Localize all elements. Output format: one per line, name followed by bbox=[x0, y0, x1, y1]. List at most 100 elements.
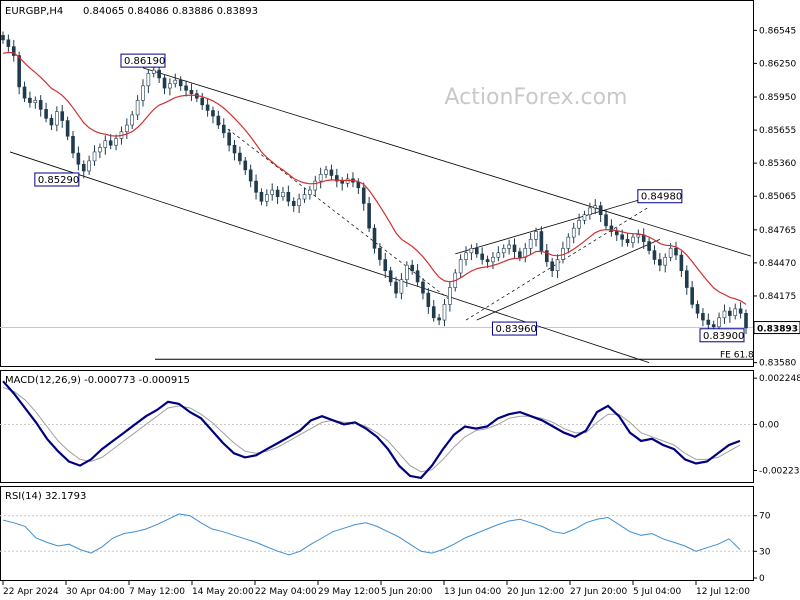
candle-body bbox=[706, 319, 711, 325]
candle-body bbox=[437, 317, 441, 321]
candle-body bbox=[173, 79, 178, 84]
candle-body bbox=[55, 111, 59, 126]
rsi-title: RSI(14) 32.1793 bbox=[5, 491, 86, 502]
candle-body bbox=[738, 308, 743, 314]
candle-body bbox=[259, 191, 264, 202]
candle-body bbox=[205, 104, 210, 111]
candle-body bbox=[415, 270, 420, 283]
candle-body bbox=[442, 304, 447, 321]
candle-body bbox=[168, 83, 172, 89]
last-price-box bbox=[753, 321, 800, 335]
price-y-tick-label: 0.86545 bbox=[759, 26, 796, 36]
candle-body bbox=[135, 100, 140, 116]
candle-body bbox=[221, 124, 226, 134]
candle-body bbox=[550, 261, 554, 272]
candle-body bbox=[598, 205, 603, 215]
watermark: ActionForex.com bbox=[445, 85, 628, 110]
price-y-tick-label: 0.83580 bbox=[759, 359, 796, 369]
candle-body bbox=[216, 115, 221, 126]
candle-body bbox=[275, 189, 280, 198]
annotation-box bbox=[491, 321, 537, 336]
rising-channel-lower bbox=[476, 238, 661, 321]
candle-body bbox=[652, 250, 657, 260]
candle-body bbox=[151, 69, 156, 74]
candle-body bbox=[695, 304, 700, 314]
candle-body bbox=[684, 270, 689, 288]
candle-body bbox=[609, 225, 614, 232]
candle-body bbox=[297, 198, 301, 207]
candle-body bbox=[544, 250, 549, 263]
candle-body bbox=[308, 189, 312, 195]
candle-body bbox=[555, 259, 560, 272]
candle-body bbox=[658, 259, 662, 266]
candle-body bbox=[125, 124, 129, 133]
rsi-panel bbox=[0, 486, 754, 581]
candle-body bbox=[421, 281, 425, 294]
candle-body bbox=[539, 231, 544, 251]
candle-body bbox=[399, 279, 404, 294]
annotation-label: 0.83900 bbox=[703, 331, 744, 342]
candle-body bbox=[38, 100, 43, 110]
candle-body bbox=[690, 287, 694, 305]
candle-body bbox=[11, 46, 16, 56]
candle-body bbox=[410, 264, 414, 272]
candle-body bbox=[76, 152, 81, 165]
x-tick-label: 22 May 04:00 bbox=[255, 587, 317, 597]
candle-body bbox=[474, 248, 479, 255]
macd-y-tick-label: 0.00 bbox=[759, 420, 779, 430]
price-y-tick-label: 0.84175 bbox=[759, 292, 796, 302]
annotation-label: 0.85290 bbox=[38, 175, 79, 186]
price-grid: FE 61.8 bbox=[0, 327, 754, 360]
macd-line bbox=[2, 380, 741, 480]
candle-body bbox=[577, 220, 581, 229]
channel-upper-line bbox=[142, 67, 752, 257]
candle-body bbox=[733, 308, 738, 316]
candle-body bbox=[711, 324, 716, 328]
candle-body bbox=[141, 85, 145, 101]
rsi-line bbox=[2, 513, 741, 556]
price-y-tick-label: 0.85655 bbox=[759, 126, 796, 136]
candle-body bbox=[717, 317, 721, 328]
candle-body bbox=[507, 244, 511, 249]
x-axis: 22 Apr 2024 30 Apr 04:00 7 May 12:00 14 May… bbox=[2, 581, 750, 597]
price-y-tick-label: 0.86250 bbox=[759, 59, 796, 69]
candle-body bbox=[114, 138, 118, 146]
candle-body bbox=[130, 114, 135, 126]
candle-body bbox=[270, 189, 275, 195]
x-tick-label: 30 Apr 04:00 bbox=[66, 587, 125, 597]
candle-body bbox=[345, 178, 350, 184]
candle-body bbox=[614, 231, 619, 236]
x-tick-label: 13 Jun 04:00 bbox=[444, 587, 501, 597]
rsi-y-tick-label: 70 bbox=[759, 512, 771, 522]
candle-body bbox=[65, 120, 70, 137]
price-panel bbox=[0, 0, 754, 367]
channel-lower-line bbox=[9, 151, 650, 364]
candle-body bbox=[243, 160, 248, 171]
annotation-label: 0.84980 bbox=[641, 192, 682, 203]
candle-body bbox=[571, 227, 576, 238]
annotation-label: 0.83960 bbox=[495, 324, 536, 335]
price-y-tick-label: 0.85950 bbox=[759, 93, 796, 103]
candle-body bbox=[200, 97, 205, 106]
candle-body bbox=[44, 109, 48, 119]
candle-body bbox=[722, 310, 727, 319]
annotation-label: 0.86190 bbox=[124, 56, 165, 67]
candle-body bbox=[464, 252, 468, 260]
candle-body bbox=[485, 259, 490, 263]
x-tick-label: 22 Apr 2024 bbox=[3, 587, 59, 597]
candle-body bbox=[674, 248, 678, 256]
candle-body bbox=[356, 181, 361, 189]
annotation-box bbox=[637, 189, 683, 204]
candle-body bbox=[744, 313, 748, 329]
candle-body bbox=[361, 187, 366, 204]
last-price-label: 0.83893 bbox=[757, 325, 798, 335]
candle-body bbox=[28, 97, 32, 103]
candle-body bbox=[265, 194, 269, 202]
candle-body bbox=[178, 79, 183, 87]
candle-body bbox=[60, 111, 65, 121]
candle-body bbox=[184, 85, 188, 91]
ema-polyline bbox=[2, 51, 747, 305]
x-tick-label: 29 May 12:00 bbox=[318, 587, 380, 597]
candle-body bbox=[286, 191, 291, 202]
annotation-box bbox=[699, 328, 745, 343]
